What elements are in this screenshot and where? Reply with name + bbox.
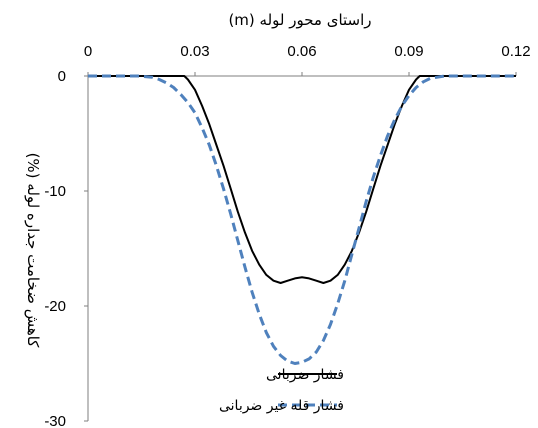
x-axis-title: راستای محور لوله (m): [228, 11, 371, 29]
x-tick-labels: 0 0.03 0.06 0.09 0.12: [84, 43, 531, 60]
x-tick-label: 0.03: [180, 43, 209, 60]
y-tick-label: -20: [44, 298, 66, 315]
y-tick-label: 0: [58, 68, 66, 85]
y-tick-label: -30: [44, 413, 66, 428]
x-tick-label: 0: [84, 43, 92, 60]
legend-label-1: فشار ضربانی: [266, 367, 344, 383]
x-tick-label: 0.12: [501, 43, 530, 60]
y-tick-label: -10: [44, 183, 66, 200]
x-tick-label: 0.06: [287, 43, 316, 60]
y-axis-title: کاهش ضخامت جداره لوله (%): [24, 153, 42, 349]
series-line-2: [88, 74, 516, 365]
series-layer: [88, 74, 516, 365]
x-tick-label: 0.09: [394, 43, 423, 60]
legend: فشار ضربانی فشار قله غیر ضربانی: [219, 367, 344, 414]
legend-label-2: فشار قله غیر ضربانی: [219, 398, 344, 414]
y-tick-labels: 0 -10 -20 -30: [44, 68, 66, 428]
series-line-1: [88, 75, 516, 284]
